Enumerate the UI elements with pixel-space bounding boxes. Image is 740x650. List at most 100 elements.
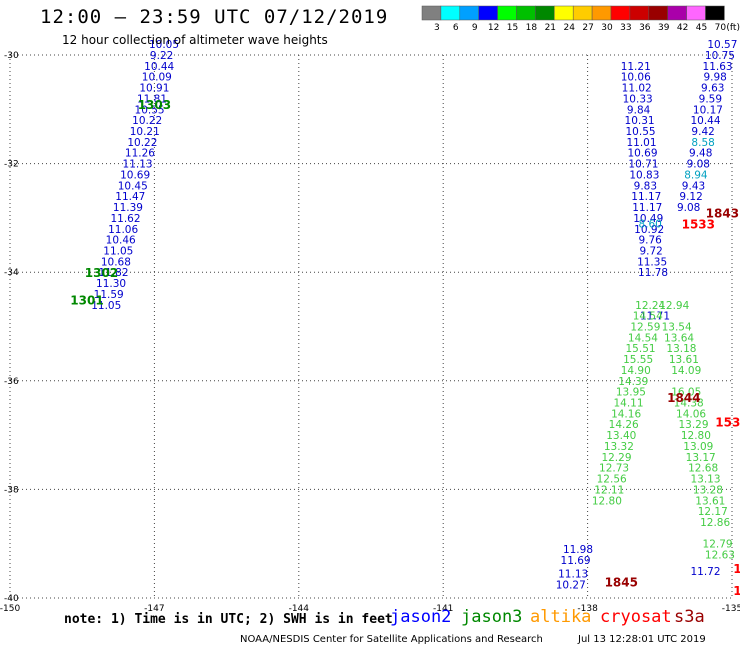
scale-swatch [572, 5, 593, 21]
pass-time-label: 1532 [715, 416, 740, 430]
wave-height-label: 12.11 [594, 484, 624, 496]
scale-swatch [459, 5, 479, 21]
wave-height-label: 11.17 [631, 191, 661, 203]
scale-swatch [516, 5, 536, 21]
wave-height-label: 10.45 [118, 180, 148, 192]
scale-tick-label: 70 [715, 23, 727, 33]
wave-height-label: 11.26 [125, 148, 155, 160]
wave-height-label: 12.24 [635, 300, 665, 312]
wave-height-label: 8.58 [691, 137, 714, 149]
wave-height-label: 15.51 [626, 343, 656, 355]
wave-height-label: 10.57 [707, 39, 737, 51]
scale-tick-label: 39 [658, 23, 670, 33]
wave-height-label: 10.49 [633, 213, 663, 225]
scale-tick-label: 36 [639, 23, 651, 33]
scale-tick-label: 27 [582, 23, 593, 33]
wave-height-label: 11.39 [113, 202, 143, 214]
wave-height-label: 11.05 [103, 245, 133, 257]
wave-height-label: 13.18 [666, 343, 696, 355]
credit-text: NOAA/NESDIS Center for Satellite Applica… [240, 634, 543, 645]
timestamp: Jul 13 12:28:01 UTC 2019 [578, 634, 706, 645]
wave-height-label: 10.55 [135, 104, 165, 116]
scale-tick-label: 30 [601, 23, 613, 33]
wave-height-label: 11.35 [637, 256, 667, 268]
scale-tick-label: 21 [545, 23, 556, 33]
wave-height-label: 10.69 [120, 169, 150, 181]
wave-height-label: 9.98 [703, 72, 726, 84]
wave-height-label: 11.21 [621, 61, 651, 73]
scale-tick-label: 6 [453, 23, 459, 33]
x-tick-label: -147 [144, 604, 164, 614]
scale-tick-label: 24 [563, 23, 575, 33]
scale-swatch [440, 5, 461, 21]
wave-height-label: 11.30 [96, 278, 126, 290]
wave-height-label: 11.02 [622, 83, 652, 95]
wave-height-label: 12.68 [688, 463, 718, 475]
wave-height-label: 10.46 [106, 235, 136, 247]
wave-height-label: 9.08 [687, 159, 710, 171]
wave-height-label: 12.79 [703, 539, 733, 551]
pass-time-label: 1533 [682, 217, 715, 231]
sat-cryosat: cryosat [600, 607, 672, 627]
wave-height-label: 13.13 [690, 474, 720, 486]
wave-height-label: 14.38 [674, 398, 704, 410]
wave-height-label: 8.94 [684, 169, 708, 181]
scale-swatch [554, 5, 574, 21]
wave-height-label: 9.59 [699, 93, 722, 105]
scale-swatch [421, 5, 442, 21]
scale-swatch [535, 5, 555, 21]
wave-height-label: 12.17 [698, 506, 728, 518]
sat-jason2: jason2 [390, 607, 452, 627]
scale-swatch [478, 5, 498, 21]
wave-height-label: 14.54 [633, 311, 663, 323]
wave-height-label: 12.56 [597, 474, 627, 486]
wave-height-label: 14.26 [609, 419, 639, 431]
wave-height-label: 9.42 [691, 126, 714, 138]
wave-height-label: 14.39 [618, 376, 648, 388]
pass-time-label: 1845 [605, 576, 638, 590]
wave-height-label: 10.92 [634, 224, 664, 236]
wave-height-label: 9.08 [677, 202, 700, 214]
wave-height-label: 9.72 [639, 245, 662, 257]
wave-height-label: 9.48 [689, 148, 712, 160]
scale-tick-label: 15 [507, 23, 518, 33]
wave-height-label: 10.75 [705, 50, 735, 62]
scale-tick-label: 9 [472, 23, 478, 33]
wave-height-label: 10.44 [690, 115, 720, 127]
wave-height-label: 14.09 [671, 365, 701, 377]
wave-height-label: 12.94 [659, 300, 689, 312]
wave-height-label: 12.59 [630, 322, 660, 334]
wave-height-label: 10.22 [132, 115, 162, 127]
wave-height-label: 13.95 [616, 387, 646, 399]
sat-s3a: s3a [674, 607, 705, 627]
wave-height-label: 11.98 [563, 544, 593, 556]
wave-height-label: 12.29 [601, 452, 631, 464]
wave-height-label: 10.17 [693, 104, 723, 116]
y-tick-label: -32 [4, 160, 19, 170]
scale-tick-label: 18 [526, 23, 538, 33]
wave-height-label: 10.31 [625, 115, 655, 127]
pass-time-label: 1844 [667, 391, 700, 405]
wave-height-label: 11.82 [98, 267, 128, 279]
wave-height-label: 10.68 [101, 256, 131, 268]
wave-height-label: 11.63 [703, 61, 733, 73]
wave-height-label: 13.32 [604, 441, 634, 453]
wave-height-label: 12.80 [592, 495, 622, 507]
wave-height-label: 12.80 [681, 430, 711, 442]
wave-height-label: 15.55 [623, 354, 653, 366]
wave-height-label: 13.28 [693, 484, 723, 496]
wave-height-label: 10.83 [629, 169, 659, 181]
footer-note: note: 1) Time is in UTC; 2) SWH is in fe… [64, 612, 393, 627]
wave-height-label: 9.83 [634, 180, 657, 192]
wave-height-label: 11.01 [626, 137, 656, 149]
sat-altika: altika [530, 607, 592, 627]
pass-time-label: 1301 [70, 293, 103, 307]
x-tick-label: -150 [0, 604, 20, 614]
wave-height-label: 16.05 [671, 387, 701, 399]
wave-height-label: 14.54 [628, 332, 658, 344]
scale-swatch [610, 5, 631, 21]
wave-height-label: 9.76 [638, 235, 662, 247]
x-tick-label: -138 [577, 604, 598, 614]
y-tick-label: -40 [4, 594, 19, 604]
